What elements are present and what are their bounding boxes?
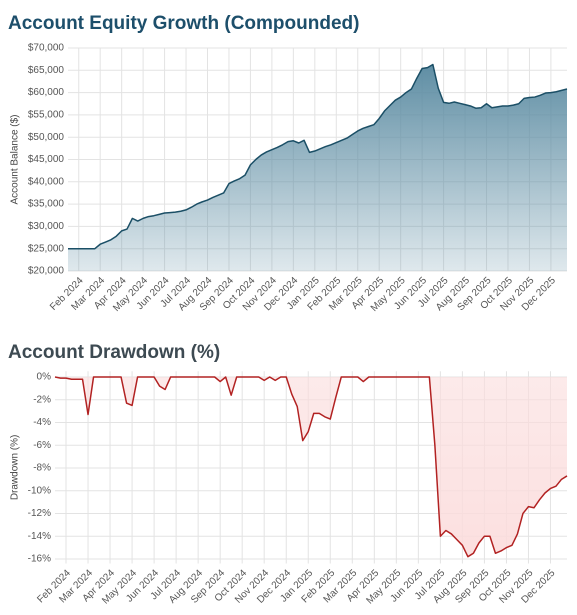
y-axis-title: Account Balance ($) [10, 114, 21, 204]
y-tick-label: $65,000 [28, 65, 65, 76]
y-tick-label: -2% [33, 394, 51, 405]
y-axis-title: Drawdown (%) [10, 435, 21, 501]
area-fill [68, 64, 567, 271]
y-tick-label: -16% [28, 554, 51, 565]
chart-title: Account Equity Growth (Compounded) [8, 13, 359, 34]
y-tick-label: $70,000 [28, 43, 65, 54]
y-tick-label: -10% [28, 485, 51, 496]
line [54, 376, 568, 558]
y-tick-label: -8% [33, 463, 51, 474]
y-tick-label: 0% [37, 372, 52, 383]
y-tick-label: $60,000 [28, 87, 65, 98]
chart-title: Account Drawdown (%) [8, 342, 220, 363]
y-tick-label: $20,000 [28, 266, 65, 277]
y-tick-label: $40,000 [28, 176, 65, 187]
y-tick-label: $25,000 [28, 243, 65, 254]
y-tick-label: $45,000 [28, 154, 65, 165]
y-tick-label: $30,000 [28, 221, 65, 232]
y-tick-label: $55,000 [28, 110, 65, 121]
y-tick-label: -14% [28, 531, 51, 542]
y-tick-label: $35,000 [28, 199, 65, 210]
y-tick-label: -12% [28, 508, 51, 519]
line [68, 63, 568, 250]
y-tick-label: -6% [33, 440, 51, 451]
y-tick-label: $50,000 [28, 132, 65, 143]
y-tick-label: -4% [33, 417, 51, 428]
